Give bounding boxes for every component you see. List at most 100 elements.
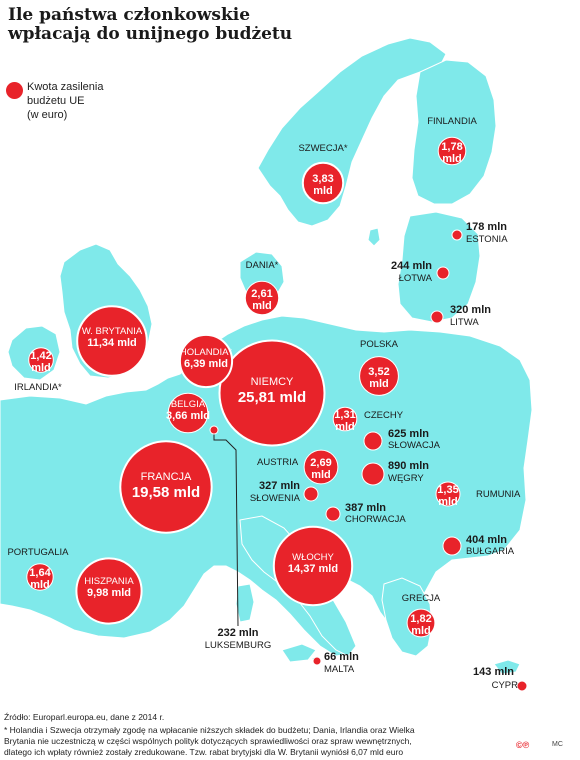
- value-label-slowenia: 327 mln: [259, 480, 300, 492]
- legend-bubble-icon: [6, 82, 23, 99]
- bubble-szwecja: [301, 161, 345, 205]
- value-label-lotwa: 244 mln: [391, 260, 432, 272]
- country-label-malta: MALTA: [324, 664, 355, 675]
- country-label-belgia: BELGIA: [171, 399, 206, 410]
- map-title: Ile państwa członkowskie wpłacają do uni…: [8, 6, 328, 44]
- bubble-lotwa: [436, 266, 450, 280]
- value-unit-portugalia: mld: [30, 579, 50, 591]
- country-label-szwecja: SZWECJA*: [298, 143, 347, 154]
- bubble-grecja: [406, 608, 436, 638]
- value-label-cypr: 143 mln: [473, 666, 514, 678]
- value-unit-austria: mld: [311, 469, 331, 481]
- bubble-irlandia: [28, 347, 54, 373]
- country-label-holandia: HOLANDIA*: [180, 347, 233, 358]
- country-label-hiszpania: HISZPANIA: [84, 576, 134, 587]
- title-line-2: wpłacają do unijnego budżetu: [8, 24, 293, 44]
- bubble-malta: [312, 656, 322, 666]
- bubble-slowenia: [303, 486, 319, 502]
- footnote-line-3: dlatego ich wpłaty również zostały zredu…: [4, 747, 404, 757]
- country-label-slowacja: SŁOWACJA: [388, 440, 441, 451]
- value-label-dania: 2,61: [251, 288, 272, 300]
- legend-line-2: budżetu UE: [27, 95, 85, 107]
- country-label-bulgaria: BUŁGARIA: [466, 546, 515, 557]
- country-label-luksemburg: LUKSEMBURG: [205, 640, 272, 651]
- bubble-layer: [26, 136, 528, 692]
- country-label-rumunia: RUMUNIA: [476, 489, 521, 500]
- finland-shape: [411, 59, 497, 205]
- legend-line-1: Kwota zasilenia: [27, 81, 104, 93]
- bubble-wlochy: [272, 525, 354, 607]
- bubble-cypr: [516, 680, 528, 692]
- sicily-shape: [281, 643, 317, 663]
- value-unit-irlandia: mld: [31, 362, 51, 374]
- country-label-wegry: WĘGRY: [388, 473, 424, 484]
- bubble-francja: [119, 440, 213, 534]
- bubble-estonia: [451, 229, 463, 241]
- country-label-austria: AUSTRIA: [257, 457, 299, 468]
- country-label-chorwacja: CHORWACJA: [345, 514, 406, 525]
- value-unit-polska: mld: [369, 378, 389, 390]
- value-label-czechy: 1,31: [334, 409, 355, 421]
- bubble-litwa: [430, 310, 444, 324]
- country-label-slowenia: SŁOWENIA: [250, 493, 301, 504]
- source-note: Źródło: Europarl.europa.eu, dane z 2014 …: [4, 712, 165, 722]
- bubble-austria: [303, 449, 339, 485]
- footnote-line-2: Brytania nie uczestniczą w części wspóln…: [4, 736, 412, 746]
- country-label-czechy: CZECHY: [364, 410, 404, 421]
- title-line-1: Ile państwa członkowskie: [8, 5, 251, 25]
- value-label-estonia: 178 mln: [466, 221, 507, 233]
- value-unit-czechy: mld: [335, 421, 355, 433]
- bubble-niemcy: [218, 339, 326, 447]
- value-label-wlochy: 14,37 mld: [288, 563, 338, 575]
- value-unit-grecja: mld: [411, 625, 431, 637]
- sardinia-shape: [235, 583, 255, 623]
- cyprus-shape: [493, 659, 521, 675]
- country-label-niemcy: NIEMCY: [251, 376, 294, 388]
- value-label-finlandia: 1,78: [441, 141, 462, 153]
- value-unit-dania: mld: [252, 300, 272, 312]
- legend: Kwota zasilenia budżetu UE (w euro): [27, 80, 103, 122]
- legend-line-3: (w euro): [27, 109, 68, 121]
- bubble-dania: [244, 280, 280, 316]
- value-unit-finlandia: mld: [442, 153, 462, 165]
- bubble-wbrytania: [76, 305, 148, 377]
- bubble-luksemburg: [209, 425, 219, 435]
- value-label-litwa: 320 mln: [450, 304, 491, 316]
- bubble-czechy: [332, 406, 358, 432]
- author-credit: MC: [552, 741, 563, 748]
- country-label-cypr: CYPR: [492, 680, 519, 691]
- country-label-lotwa: ŁOTWA: [399, 273, 433, 284]
- bubble-portugalia: [26, 563, 54, 591]
- country-label-polska: POLSKA: [360, 339, 399, 350]
- value-label-szwecja: 3,83: [312, 173, 333, 185]
- value-label-wegry: 890 mln: [388, 460, 429, 472]
- value-unit-szwecja: mld: [313, 185, 333, 197]
- country-label-wbrytania: W. BRYTANIA: [82, 326, 143, 337]
- value-label-niemcy: 25,81 mld: [238, 389, 306, 406]
- value-label-rumunia: 1,35: [437, 484, 458, 496]
- footer: Źródło: Europarl.europa.eu, dane z 2014 …: [4, 712, 544, 758]
- country-label-grecja: GRECJA: [402, 593, 441, 604]
- country-label-portugalia: PORTUGALIA: [7, 547, 69, 558]
- country-label-wlochy: WŁOCHY: [292, 552, 334, 563]
- publisher-logo: ©℗: [516, 740, 530, 750]
- value-label-grecja: 1,82: [410, 613, 431, 625]
- value-label-francja: 19,58 mld: [132, 484, 200, 501]
- bubble-polska: [359, 356, 399, 396]
- bubble-belgia: [167, 392, 209, 434]
- country-label-irlandia: IRLANDIA*: [14, 382, 62, 393]
- value-label-belgia: 3,66 mld: [166, 410, 210, 422]
- gotland-shape: [367, 227, 381, 247]
- value-label-austria: 2,69: [310, 457, 331, 469]
- bubble-wegry: [361, 462, 385, 486]
- bubble-holandia: [178, 333, 234, 389]
- value-label-polska: 3,52: [368, 366, 389, 378]
- bubble-finlandia: [437, 136, 467, 166]
- value-label-portugalia: 1,64: [29, 567, 51, 579]
- value-label-hiszpania: 9,98 mld: [87, 587, 131, 599]
- footnote-line-1: * Holandia i Szwecja otrzymały zgodę na …: [4, 725, 415, 735]
- value-label-chorwacja: 387 mln: [345, 502, 386, 514]
- bubble-rumunia: [435, 481, 461, 507]
